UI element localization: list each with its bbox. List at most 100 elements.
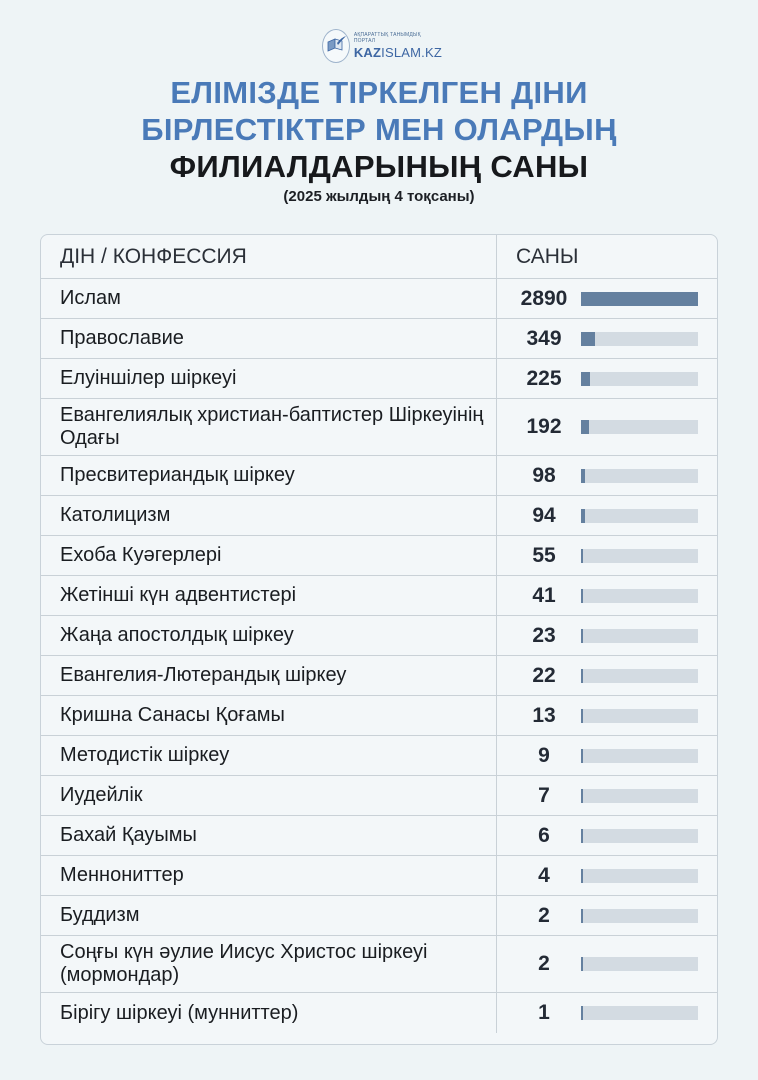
table-row: Евангелия-Лютерандық шіркеу 22 <box>41 656 717 696</box>
religion-name: Жаңа апостолдық шіркеу <box>41 616 497 655</box>
count-cell: 2890 <box>497 279 717 318</box>
bar-fill <box>581 508 585 523</box>
bar-track <box>581 957 698 971</box>
count-cell: 192 <box>497 399 717 455</box>
religion-name: Меннониттер <box>41 856 497 895</box>
count-cell: 225 <box>497 359 717 398</box>
table-row: Католицизм 94 <box>41 496 717 536</box>
bar-fill <box>581 371 591 386</box>
bar-fill <box>581 868 583 883</box>
bar-track <box>581 1006 698 1020</box>
header-count: САНЫ <box>516 244 579 268</box>
count-cell: 1 <box>497 993 717 1033</box>
count-value: 2890 <box>520 286 568 310</box>
bar-fill <box>581 628 583 643</box>
count-value: 349 <box>526 326 562 350</box>
table-row: Жетінші күн адвентистері 41 <box>41 576 717 616</box>
count-cell: 98 <box>497 456 717 495</box>
religion-name: Пресвитериандық шіркеу <box>41 456 497 495</box>
table-row: Елуіншілер шіркеуі 225 <box>41 359 717 399</box>
bar-track <box>581 828 698 843</box>
count-cell: 6 <box>497 816 717 855</box>
table-row: Бахай Қауымы 6 <box>41 816 717 856</box>
religion-name: Ехоба Куәгерлері <box>41 536 497 575</box>
bar-track <box>581 868 698 883</box>
table-row: Жаңа апостолдық шіркеу 23 <box>41 616 717 656</box>
bar-track <box>581 420 698 434</box>
religion-name: Евангелиялық христиан-баптистер Шіркеуін… <box>41 399 497 455</box>
count-cell: 2 <box>497 936 717 992</box>
table-row: Ислам 2890 <box>41 279 717 319</box>
bar-fill <box>581 708 583 723</box>
count-value: 1 <box>538 1001 550 1024</box>
count-value: 55 <box>532 543 556 567</box>
count-cell: 23 <box>497 616 717 655</box>
table-row: Кришна Санасы Қоғамы 13 <box>41 696 717 736</box>
bar-fill <box>581 331 596 346</box>
bar-fill <box>581 957 583 971</box>
bar-fill <box>581 788 583 803</box>
title-line-2: БІРЛЕСТІКТЕР МЕН ОЛАРДЫҢ <box>141 112 617 147</box>
bar-track <box>581 291 698 306</box>
bar-fill <box>581 1006 583 1020</box>
bar-fill <box>581 828 583 843</box>
logo-tagline: АҚПАРАТТЫҚ ТАНЫМДЫҚ ПОРТАЛ <box>353 32 421 44</box>
religion-name: Бахай Қауымы <box>41 816 497 855</box>
religion-name: Бірігу шіркеуі (мунниттер) <box>41 993 497 1033</box>
count-value: 6 <box>538 823 550 847</box>
religion-name: Иудейлік <box>41 776 497 815</box>
count-cell: 55 <box>497 536 717 575</box>
bar-track <box>581 748 698 763</box>
period-subtitle: (2025 жылдың 4 тоқсаны) <box>283 188 475 205</box>
bar-track <box>581 668 698 683</box>
book-quill-icon <box>322 29 350 63</box>
bar-track <box>581 508 698 523</box>
count-value: 4 <box>538 863 550 887</box>
logo-name: KAZISLAM.KZ <box>353 45 442 60</box>
count-value: 2 <box>538 952 550 975</box>
page-title: ЕЛІМІЗДЕ ТІРКЕЛГЕН ДІНИ БІРЛЕСТІКТЕР МЕН… <box>0 74 758 185</box>
table-row: Меннониттер 4 <box>41 856 717 896</box>
religion-name: Православие <box>41 319 497 358</box>
count-value: 41 <box>532 583 556 607</box>
table-row: Бірігу шіркеуі (мунниттер) 1 <box>41 993 717 1033</box>
bar-fill <box>581 420 589 434</box>
count-value: 98 <box>532 463 556 487</box>
title-line-1: ЕЛІМІЗДЕ ТІРКЕЛГЕН ДІНИ <box>170 75 588 110</box>
bar-fill <box>581 588 583 603</box>
table-row: Буддизм 2 <box>41 896 717 936</box>
count-cell: 9 <box>497 736 717 775</box>
religion-name: Методистік шіркеу <box>41 736 497 775</box>
count-value: 13 <box>532 703 556 727</box>
bar-fill <box>581 748 583 763</box>
religion-name: Католицизм <box>41 496 497 535</box>
bar-track <box>581 628 698 643</box>
count-value: 192 <box>526 415 562 438</box>
bar-track <box>581 788 698 803</box>
count-cell: 94 <box>497 496 717 535</box>
table-row: Пресвитериандық шіркеу 98 <box>41 456 717 496</box>
religion-name: Ислам <box>41 279 497 318</box>
table-row: Методистік шіркеу 9 <box>41 736 717 776</box>
count-value: 23 <box>532 623 556 647</box>
bar-track <box>581 548 698 563</box>
count-cell: 41 <box>497 576 717 615</box>
count-value: 225 <box>526 366 562 390</box>
bar-fill <box>581 548 584 563</box>
bar-track <box>581 588 698 603</box>
kazislam-logo: АҚПАРАТТЫҚ ТАНЫМДЫҚ ПОРТАЛ KAZISLAM.KZ <box>322 24 442 68</box>
count-cell: 22 <box>497 656 717 695</box>
header-religion: ДІН / КОНФЕССИЯ <box>41 235 497 278</box>
table-row: Евангелиялық христиан-баптистер Шіркеуін… <box>41 399 717 456</box>
table-row: Иудейлік 7 <box>41 776 717 816</box>
religion-name: Кришна Санасы Қоғамы <box>41 696 497 735</box>
religions-table: ДІН / КОНФЕССИЯ САНЫ Ислам 2890 Православи… <box>40 234 718 1045</box>
table-row: Ехоба Куәгерлері 55 <box>41 536 717 576</box>
bar-fill <box>581 668 583 683</box>
count-cell: 7 <box>497 776 717 815</box>
religion-name: Соңғы күн әулие Иисус Христос шіркеуі (м… <box>41 936 497 992</box>
count-cell: 4 <box>497 856 717 895</box>
bar-fill <box>581 468 585 483</box>
count-value: 7 <box>538 783 550 807</box>
religion-name: Буддизм <box>41 896 497 935</box>
